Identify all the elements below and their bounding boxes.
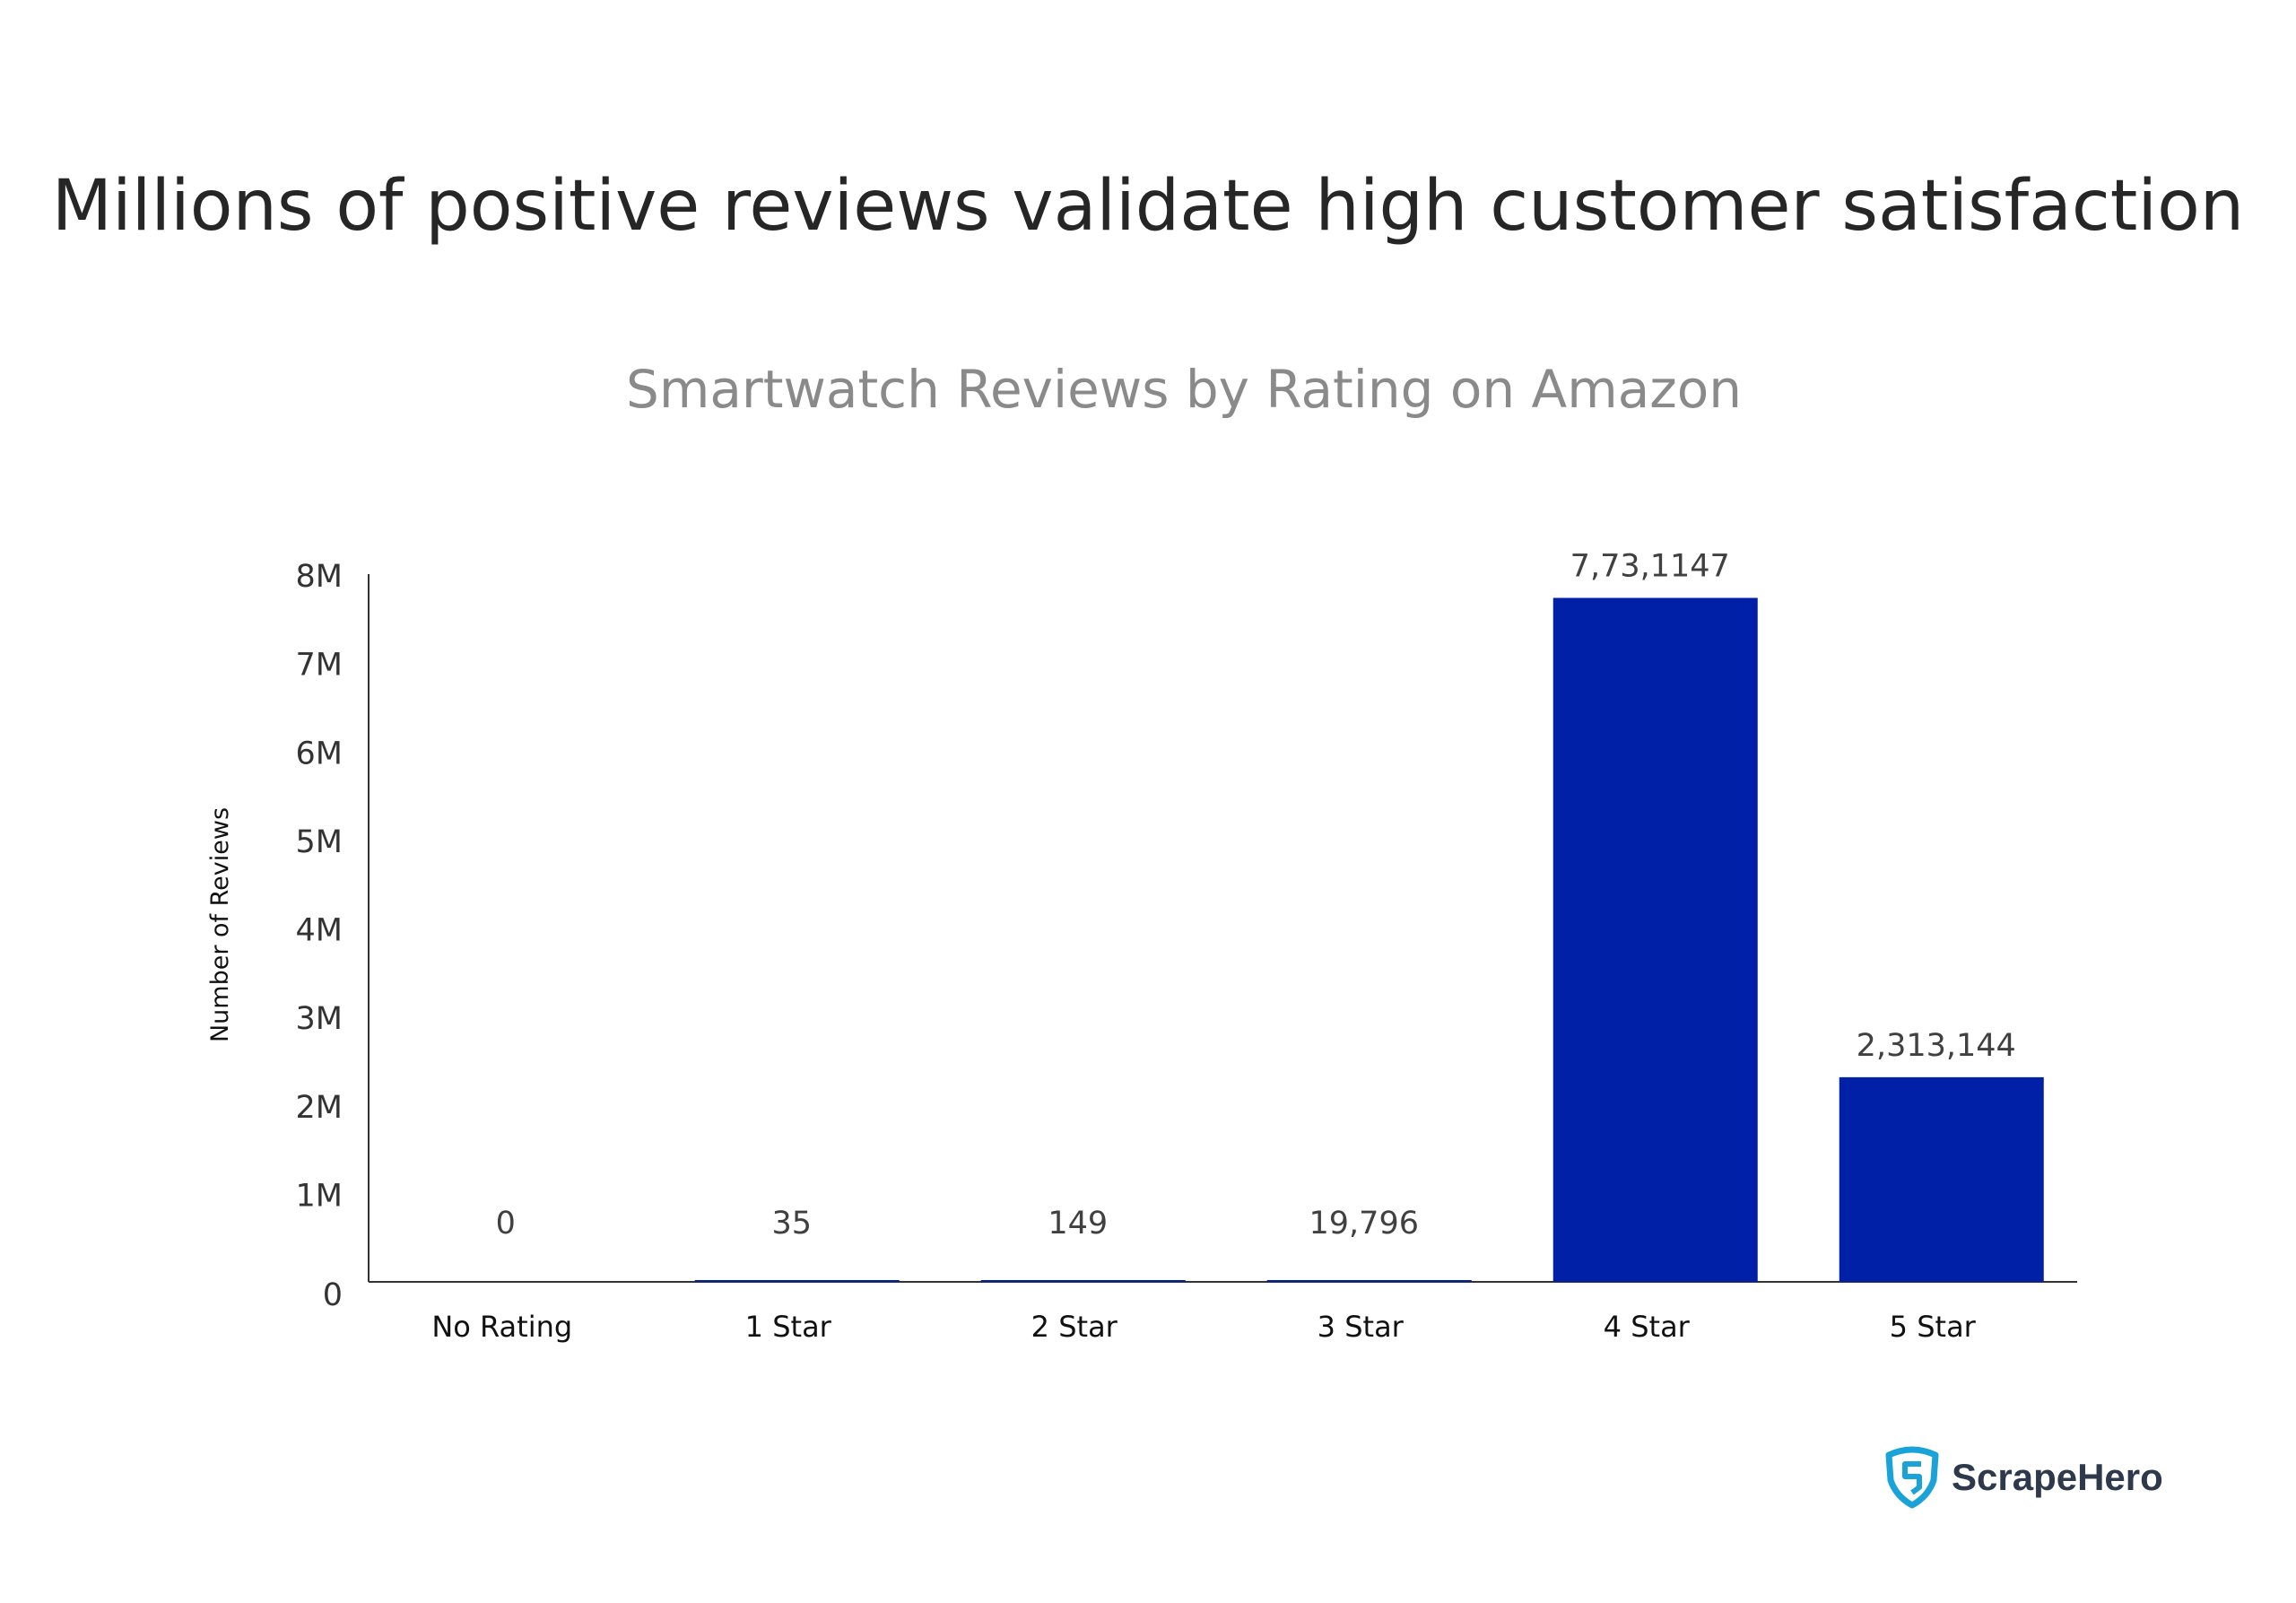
data-label: 2,313,144 [1857,1028,2016,1064]
x-tick-label: 5 Star [1890,1310,1977,1344]
bar [1552,597,1758,1282]
scrapehero-logo: ScrapeHero [1883,1446,2163,1509]
x-tick-label: 4 Star [1604,1310,1691,1344]
data-label: 7,73,1147 [1570,549,1730,585]
y-tick-label: 1M [296,1178,343,1214]
y-tick-label: 8M [296,559,343,595]
shield-icon [1885,1446,1939,1509]
chart-subtitle: Smartwatch Reviews by Rating on Amazon [626,359,1742,420]
bar [694,1280,900,1282]
y-tick-label: 6M [296,736,343,771]
data-label: 35 [771,1206,812,1241]
y-tick-label: 5M [296,824,343,860]
y-tick-label: 4M [296,913,343,949]
y-tick-label: 0 [323,1277,343,1313]
bar [980,1280,1186,1282]
chart-title: Millions of positive reviews validate hi… [51,166,2245,247]
bar [1839,1076,2044,1282]
x-tick-label: 2 Star [1031,1310,1118,1344]
y-tick-label: 2M [296,1090,343,1126]
data-label: 0 [496,1206,516,1241]
bar [1266,1280,1472,1282]
data-label: 19,796 [1309,1206,1419,1241]
y-tick-label: 3M [296,1001,343,1037]
x-tick-label: No Rating [431,1310,572,1344]
data-label: 149 [1048,1206,1108,1241]
x-tick-label: 3 Star [1318,1310,1405,1344]
y-tick-label: 7M [296,648,343,684]
x-tick-label: 1 Star [745,1310,832,1344]
y-axis-label: Number of Reviews [206,807,234,1042]
logo-text: ScrapeHero [1952,1456,2163,1498]
